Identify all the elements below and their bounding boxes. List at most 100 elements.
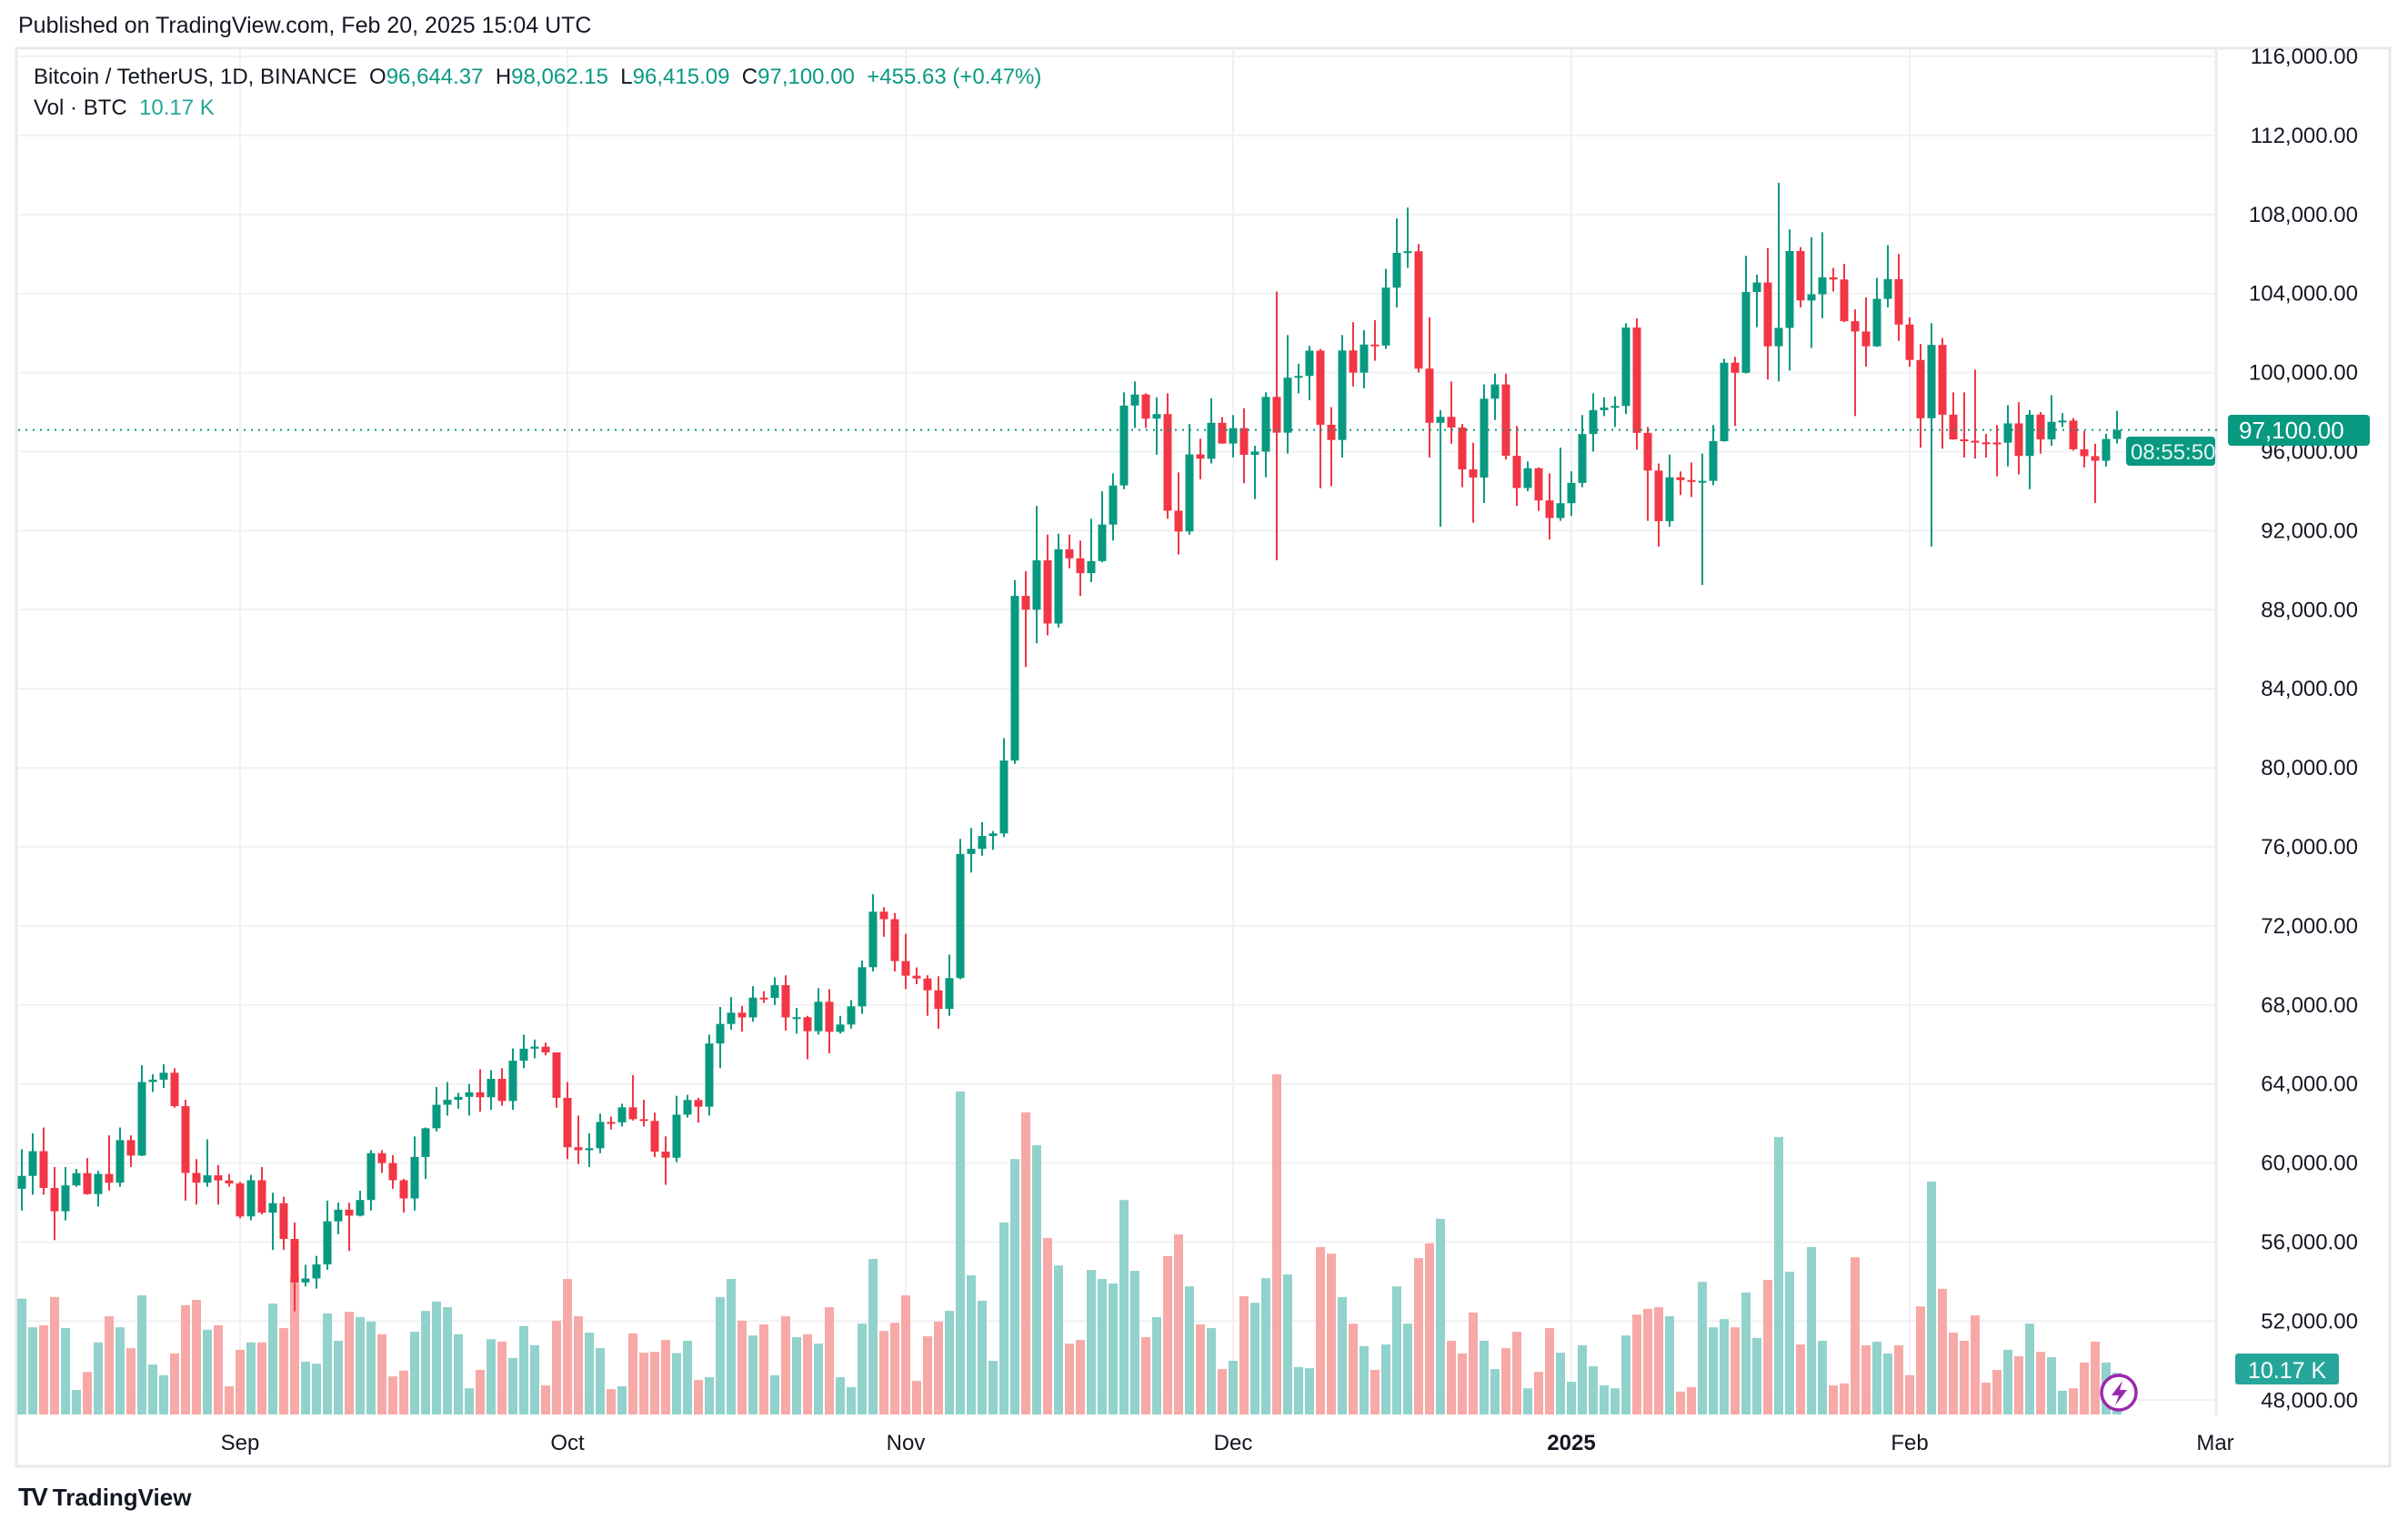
candle[interactable] <box>2080 430 2089 468</box>
candle[interactable] <box>858 960 867 1014</box>
candle[interactable] <box>356 1191 365 1217</box>
candle[interactable] <box>1294 363 1303 394</box>
candle[interactable] <box>1851 309 1860 417</box>
candle[interactable] <box>705 1034 714 1116</box>
candle[interactable] <box>1021 570 1030 668</box>
candle[interactable] <box>126 1135 135 1167</box>
candle[interactable] <box>2112 410 2122 444</box>
candle[interactable] <box>737 1005 747 1032</box>
candle[interactable] <box>290 1222 299 1312</box>
candle[interactable] <box>847 1000 856 1029</box>
candle[interactable] <box>999 738 1008 838</box>
candle[interactable] <box>312 1255 321 1289</box>
candle[interactable] <box>727 997 736 1030</box>
candle[interactable] <box>1872 277 1881 347</box>
candle[interactable] <box>650 1112 659 1158</box>
candle[interactable] <box>2025 409 2034 489</box>
candle[interactable] <box>159 1063 168 1089</box>
candle[interactable] <box>1982 433 1991 458</box>
candle[interactable] <box>1229 415 1238 458</box>
candle[interactable] <box>1076 540 1085 597</box>
candle[interactable] <box>607 1116 616 1130</box>
candle[interactable] <box>748 986 758 1022</box>
candle[interactable] <box>519 1034 528 1069</box>
candle[interactable] <box>923 975 932 1016</box>
candle[interactable] <box>1239 408 1249 484</box>
candle[interactable] <box>552 1052 561 1108</box>
candle[interactable] <box>1098 490 1107 563</box>
candle[interactable] <box>236 1182 245 1219</box>
candle[interactable] <box>1174 472 1183 555</box>
lightning-icon[interactable] <box>2100 1374 2138 1412</box>
candle[interactable] <box>1054 533 1063 628</box>
candle[interactable] <box>345 1203 354 1252</box>
candle[interactable] <box>1414 244 1423 373</box>
candle[interactable] <box>1643 427 1652 521</box>
candle[interactable] <box>1283 335 1292 454</box>
candle[interactable] <box>443 1082 452 1116</box>
candle[interactable] <box>246 1174 256 1221</box>
candle[interactable] <box>50 1166 59 1241</box>
candle[interactable] <box>781 975 790 1032</box>
candle[interactable] <box>1141 393 1150 428</box>
candle[interactable] <box>1752 275 1761 327</box>
candle[interactable] <box>617 1103 627 1127</box>
candle[interactable] <box>639 1100 648 1127</box>
candle[interactable] <box>683 1094 692 1118</box>
candle[interactable] <box>388 1154 397 1189</box>
candle[interactable] <box>137 1065 146 1156</box>
candle[interactable] <box>410 1136 419 1211</box>
candle[interactable] <box>1272 291 1281 560</box>
candle[interactable] <box>465 1083 474 1116</box>
candle[interactable] <box>1392 218 1401 307</box>
candle[interactable] <box>105 1135 114 1192</box>
candle[interactable] <box>1130 381 1139 428</box>
candle[interactable] <box>94 1171 103 1207</box>
candle[interactable] <box>716 1006 725 1069</box>
candle[interactable] <box>1534 467 1543 511</box>
candle[interactable] <box>377 1150 386 1173</box>
candle[interactable] <box>399 1178 408 1213</box>
candle[interactable] <box>1152 397 1161 455</box>
candle[interactable] <box>225 1173 234 1187</box>
candle[interactable] <box>2014 402 2023 475</box>
candle[interactable] <box>1381 268 1390 349</box>
candle[interactable] <box>1480 384 1489 503</box>
candle[interactable] <box>1010 579 1019 764</box>
candle[interactable] <box>967 828 976 873</box>
candle[interactable] <box>1785 229 1794 371</box>
candle[interactable] <box>770 977 779 1005</box>
candle[interactable] <box>1447 381 1456 444</box>
candle[interactable] <box>1578 415 1587 488</box>
candle[interactable] <box>61 1166 70 1221</box>
candle[interactable] <box>487 1070 496 1110</box>
candle[interactable] <box>1905 317 1914 367</box>
candle[interactable] <box>1883 245 1892 307</box>
candle[interactable] <box>541 1042 550 1056</box>
candle[interactable] <box>181 1100 190 1201</box>
candle[interactable] <box>148 1073 157 1092</box>
candle[interactable] <box>978 821 987 856</box>
candle[interactable] <box>432 1086 441 1132</box>
candle[interactable] <box>192 1159 201 1205</box>
candle[interactable] <box>1545 473 1554 540</box>
candle[interactable] <box>1163 393 1172 519</box>
candle[interactable] <box>1261 392 1270 478</box>
candle[interactable] <box>1327 407 1336 487</box>
candle[interactable] <box>39 1127 48 1195</box>
candle[interactable] <box>1709 425 1718 486</box>
candle[interactable] <box>1610 396 1620 428</box>
candle[interactable] <box>1119 392 1129 489</box>
candle[interactable] <box>170 1068 179 1108</box>
candle[interactable] <box>814 988 823 1035</box>
candle[interactable] <box>1687 462 1696 498</box>
candle[interactable] <box>1360 329 1369 388</box>
candle[interactable] <box>890 912 899 971</box>
candle[interactable] <box>2102 433 2111 467</box>
candle[interactable] <box>694 1097 703 1123</box>
candle[interactable] <box>1403 207 1412 268</box>
candle[interactable] <box>115 1127 125 1187</box>
candle[interactable] <box>1185 424 1194 535</box>
candle[interactable] <box>1971 369 1980 459</box>
candle[interactable] <box>1960 392 1969 458</box>
